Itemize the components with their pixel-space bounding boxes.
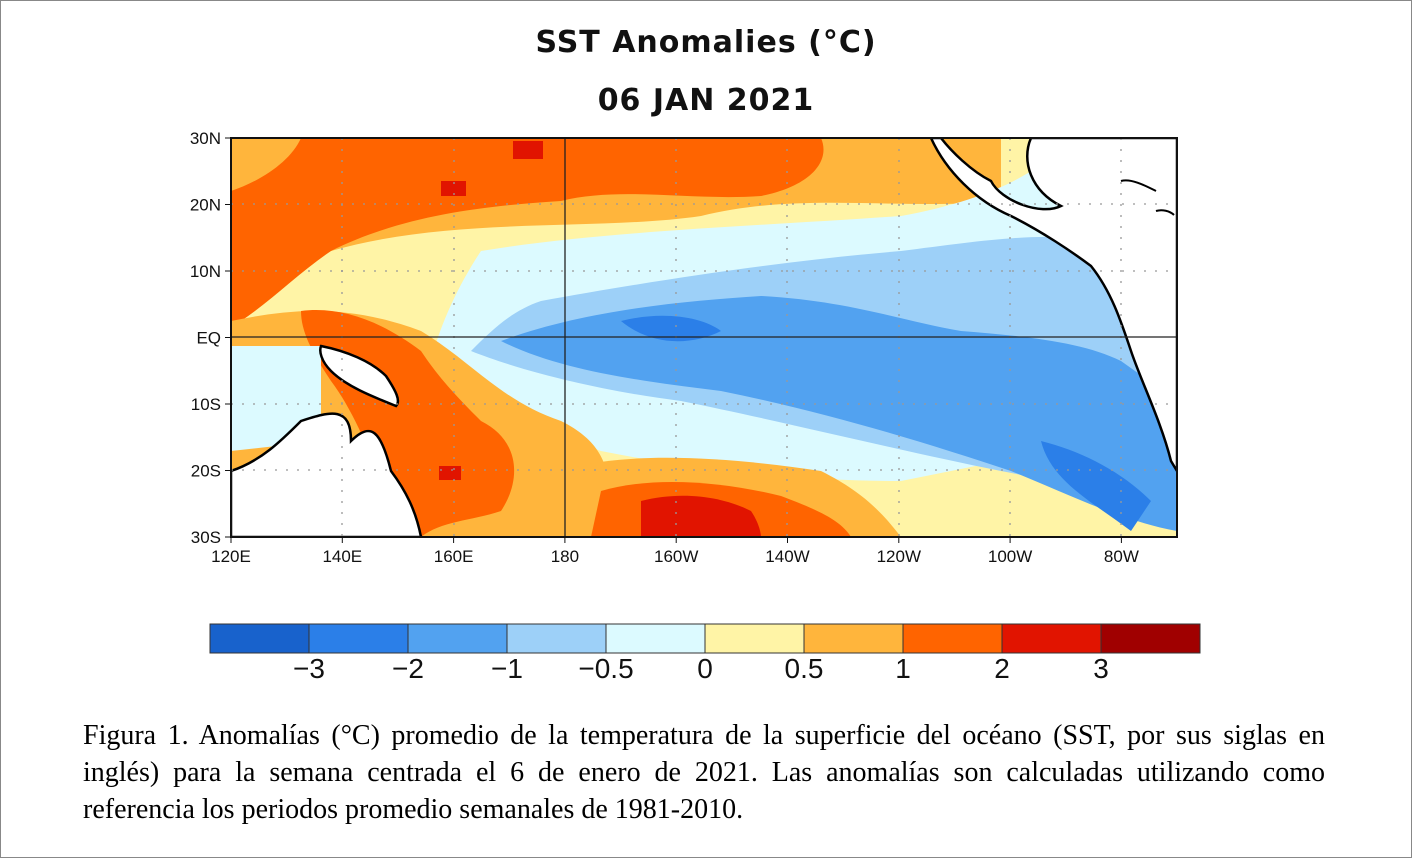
colorbar-swatch [209, 623, 310, 654]
colorbar-label: 3 [1093, 653, 1109, 684]
colorbar-swatch [605, 623, 706, 654]
colorbar-swatch [1100, 623, 1201, 654]
field-red-south [641, 495, 761, 537]
y-tick-label: 30S [191, 528, 221, 547]
x-tick-label: 100W [988, 547, 1032, 566]
y-tick-label: 20N [190, 196, 221, 215]
colorbar-swatch [902, 623, 1003, 654]
land-new-guinea [319, 344, 400, 408]
colorbar-label: −1 [491, 653, 523, 684]
y-tick-label: 10S [191, 395, 221, 414]
y-tick-label: EQ [196, 329, 221, 348]
x-tick-label: 180 [551, 547, 579, 566]
x-tick-label: 160E [434, 547, 474, 566]
colorbar-swatch [803, 623, 904, 654]
land-caribbean [1120, 179, 1175, 216]
land-americas [929, 138, 1177, 474]
colorbar-swatch [704, 623, 805, 654]
colorbar-label: 0 [697, 653, 713, 684]
sst-anomaly-map: 30N 20N 10N EQ 10S 20S 30S 120E 140E 160E 180 160W… [190, 129, 1178, 566]
field-red-sw [439, 466, 461, 480]
colorbar-swatch [407, 623, 508, 654]
x-tick-label: 140E [322, 547, 362, 566]
figure-caption: Figura 1. Anomalías (°C) promedio de la … [83, 720, 1325, 825]
y-tick-label: 10N [190, 262, 221, 281]
colorbar-swatch [308, 623, 409, 654]
colorbar-swatch [506, 623, 607, 654]
x-tick-label: 160W [654, 547, 698, 566]
y-tick-label: 30N [190, 129, 221, 148]
land-australia [231, 412, 423, 537]
colorbar-label: 2 [994, 653, 1010, 684]
colorbar-label: 0.5 [784, 653, 824, 684]
chart-title: SST Anomalies (°C) [535, 25, 877, 60]
x-tick-label: 140W [765, 547, 809, 566]
y-tick-label: 20S [191, 462, 221, 481]
colorbar [209, 623, 1201, 654]
x-tick-label: 120E [211, 547, 251, 566]
y-axis: 30N 20N 10N EQ 10S 20S 30S [190, 129, 231, 547]
colorbar-swatch [1001, 623, 1102, 654]
chart-subtitle: 06 JAN 2021 [597, 83, 815, 118]
colorbar-label: −3 [293, 653, 325, 684]
field-blue [501, 296, 1177, 531]
x-axis: 120E 140E 160E 180 160W 140W 120W 100W 80W [211, 537, 1139, 566]
colorbar-label: −2 [392, 653, 424, 684]
x-tick-label: 120W [877, 547, 921, 566]
field-red-north [441, 141, 543, 196]
x-tick-label: 80W [1104, 547, 1139, 566]
colorbar-label: −0.5 [578, 653, 634, 684]
colorbar-label: 1 [895, 653, 911, 684]
